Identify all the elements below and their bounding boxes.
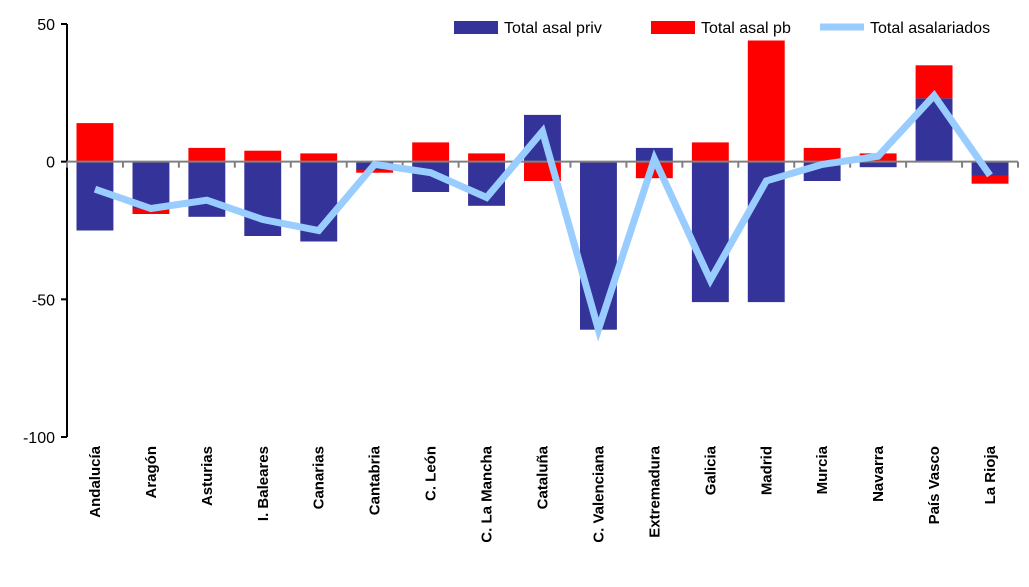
bar-pb-4 xyxy=(300,153,338,162)
bar-pb-6 xyxy=(412,142,450,162)
category-label: Andalucía xyxy=(87,445,104,517)
bar-priv-14 xyxy=(859,161,897,168)
category-label: Cataluña xyxy=(535,445,552,509)
legend-swatch-1 xyxy=(651,21,695,34)
category-label: C. La Mancha xyxy=(479,445,496,542)
category-label: Extremadura xyxy=(646,445,663,537)
bar-priv-2 xyxy=(188,161,226,217)
line-layer xyxy=(93,90,993,342)
category-label: I. Baleares xyxy=(255,446,272,521)
y-tick-label: -50 xyxy=(32,292,55,309)
legend-label: Total asalariados xyxy=(870,20,990,37)
bar-pb-2 xyxy=(188,147,226,162)
category-label: Aragón xyxy=(143,446,160,499)
bar-pb-13 xyxy=(803,147,841,162)
y-ticks: 50 0 -50 -100 xyxy=(23,17,1019,447)
bar-pb-7 xyxy=(468,153,505,162)
bars-layer xyxy=(76,40,1009,330)
category-labels: Andalucía Aragón Asturias I. Baleares Canari… xyxy=(87,445,999,542)
category-label: Canarias xyxy=(311,446,328,509)
category-label: Madrid xyxy=(758,446,775,495)
legend-swatch-0 xyxy=(454,21,498,34)
category-label: Murcia xyxy=(814,445,831,494)
bar-pb-3 xyxy=(244,150,282,162)
bar-pb-16 xyxy=(971,175,1009,184)
bar-pb-12 xyxy=(747,40,785,162)
category-label: La Rioja xyxy=(982,445,999,504)
bar-pb-0 xyxy=(76,123,114,162)
category-label: Galicia xyxy=(702,445,719,495)
y-tick-label: 50 xyxy=(37,17,55,34)
y-tick-label: 0 xyxy=(46,155,55,172)
axes-layer xyxy=(66,24,1018,437)
category-label: Navarra xyxy=(870,445,887,502)
bar-pb-11 xyxy=(691,142,729,162)
category-label: País Vasco xyxy=(926,446,943,524)
category-label: C. Valenciana xyxy=(590,445,607,542)
category-label: Asturias xyxy=(199,446,216,506)
bar-priv-9 xyxy=(580,161,617,330)
bar-pb-5 xyxy=(356,169,394,173)
category-label: Cantabria xyxy=(367,445,384,515)
y-tick-label: -100 xyxy=(23,430,55,447)
legend-label: Total asal pb xyxy=(701,20,791,37)
legend: Total asal priv Total asal pb Total asalar… xyxy=(454,20,990,37)
line-total-asalariados xyxy=(93,90,993,342)
category-label: C. León xyxy=(423,446,440,501)
legend-label: Total asal priv xyxy=(504,20,602,37)
